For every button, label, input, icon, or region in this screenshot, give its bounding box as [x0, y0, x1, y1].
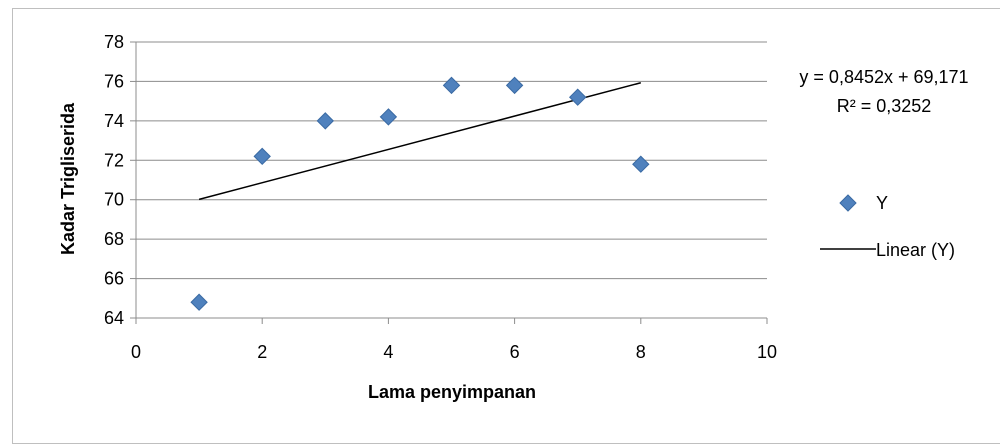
trendline-equation: y = 0,8452x + 69,171 [799, 67, 968, 87]
y-tick-label-64: 64 [104, 308, 124, 328]
gridlines [136, 41, 767, 280]
trendline-group [198, 82, 641, 201]
legend-label-y: Y [876, 193, 888, 213]
x-axis-title: Lama penyimpanan [368, 382, 536, 402]
y-tick-label-76: 76 [104, 71, 124, 91]
data-point-6 [505, 76, 524, 95]
x-tick-label-10: 10 [757, 342, 777, 362]
x-tick-label-8: 8 [636, 342, 646, 362]
data-point-1 [190, 293, 208, 311]
legend-label-linear: Linear (Y) [876, 240, 955, 260]
legend: Y Linear (Y) [820, 193, 955, 260]
data-point-7 [568, 88, 587, 106]
data-point-2 [253, 147, 271, 166]
data-point-4 [379, 108, 398, 126]
data-points [190, 76, 650, 311]
x-tick-label-2: 2 [257, 342, 267, 362]
y-tick-label-66: 66 [104, 269, 124, 289]
y-tick-label-72: 72 [104, 150, 124, 170]
x-tick-label-4: 4 [383, 342, 393, 362]
data-point-5 [442, 76, 461, 95]
legend-marker-y [839, 194, 857, 212]
y-tick-label-78: 78 [104, 32, 124, 52]
y-tick-label-70: 70 [104, 190, 124, 210]
axes [130, 41, 768, 324]
y-axis-title: Kadar Trigliserida [58, 102, 78, 255]
y-tick-label-74: 74 [104, 111, 124, 131]
chart-frame [12, 8, 1000, 444]
x-tick-label-6: 6 [510, 342, 520, 362]
x-tick-label-0: 0 [131, 342, 141, 362]
y-tick-label-68: 68 [104, 229, 124, 249]
trendline-r-squared: R² = 0,3252 [837, 96, 932, 116]
trendline [198, 82, 641, 201]
data-point-3 [316, 112, 335, 130]
data-point-8 [632, 155, 650, 173]
